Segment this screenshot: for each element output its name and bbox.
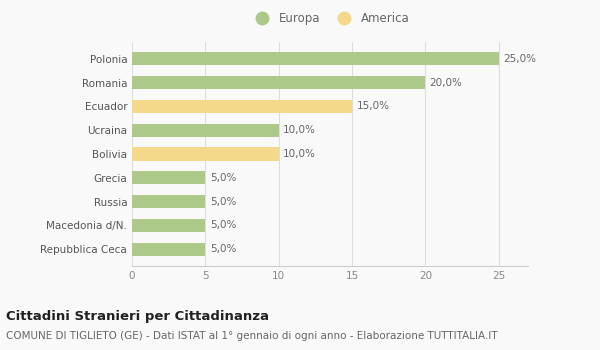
Text: 5,0%: 5,0%: [210, 197, 236, 206]
Text: 15,0%: 15,0%: [356, 102, 389, 111]
Bar: [132, 243, 205, 256]
Text: 5,0%: 5,0%: [210, 173, 236, 183]
Bar: [132, 171, 205, 184]
Bar: [132, 100, 352, 113]
Text: COMUNE DI TIGLIETO (GE) - Dati ISTAT al 1° gennaio di ogni anno - Elaborazione T: COMUNE DI TIGLIETO (GE) - Dati ISTAT al …: [6, 331, 497, 341]
Text: 20,0%: 20,0%: [430, 78, 463, 88]
Bar: [132, 124, 278, 137]
Text: 5,0%: 5,0%: [210, 220, 236, 230]
Text: 10,0%: 10,0%: [283, 149, 316, 159]
Legend: Europa, America: Europa, America: [246, 8, 414, 30]
Text: 10,0%: 10,0%: [283, 125, 316, 135]
Bar: [132, 219, 205, 232]
Bar: [132, 195, 205, 208]
Bar: [132, 76, 425, 89]
Bar: [132, 147, 278, 161]
Text: Cittadini Stranieri per Cittadinanza: Cittadini Stranieri per Cittadinanza: [6, 310, 269, 323]
Bar: [132, 52, 499, 65]
Text: 25,0%: 25,0%: [503, 54, 536, 64]
Text: 5,0%: 5,0%: [210, 244, 236, 254]
